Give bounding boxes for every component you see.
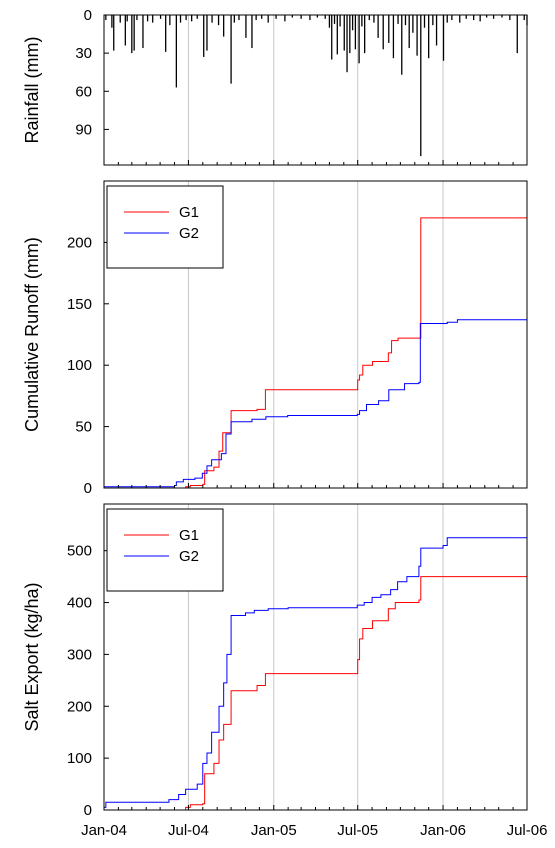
series-line-g2 xyxy=(104,319,527,488)
plot-frame xyxy=(103,14,528,166)
legend-label-g2: G2 xyxy=(179,548,199,565)
y-tick-label: 300 xyxy=(67,646,92,663)
y-tick-label: 100 xyxy=(67,750,92,767)
legend-box xyxy=(106,508,224,592)
y-axis-label: Cumulative Runoff (mm) xyxy=(22,237,42,432)
series-line-g2 xyxy=(104,537,527,808)
series-line-g1 xyxy=(104,217,527,489)
y-tick-label: 150 xyxy=(67,296,92,313)
y-axis-label: Salt Export (kg/ha) xyxy=(22,582,42,731)
x-tick-label: Jul-05 xyxy=(337,822,378,839)
y-tick-label: 400 xyxy=(67,595,92,612)
series-line-g1 xyxy=(104,576,527,811)
x-tick-label: Jul-06 xyxy=(507,822,548,839)
y-tick-label: 90 xyxy=(75,121,92,138)
y-tick-label: 30 xyxy=(75,45,92,62)
x-tick-label: Jan-05 xyxy=(251,822,297,839)
x-tick-label: Jul-04 xyxy=(168,822,209,839)
y-tick-label: 60 xyxy=(75,83,92,100)
y-tick-label: 0 xyxy=(84,7,92,24)
legend-label-g1: G1 xyxy=(179,204,199,221)
y-axis-label: Rainfall (mm) xyxy=(22,36,42,143)
chart-panel-2: 0 50 100 150 200 Cumulative Runoff (mm) G1 G2 xyxy=(22,180,528,497)
chart-panel-3: 0 100 200 300 400 500 Salt Export (kg/ha) G1 G2 xyxy=(22,503,528,819)
legend-label-g2: G2 xyxy=(179,225,199,242)
x-tick-label: Jan-04 xyxy=(81,822,127,839)
y-tick-label: 200 xyxy=(67,698,92,715)
y-tick-label: 500 xyxy=(67,543,92,560)
y-tick-label: 0 xyxy=(84,480,92,497)
x-tick-label: Jan-06 xyxy=(420,822,466,839)
legend-label-g1: G1 xyxy=(179,527,199,544)
y-tick-label: 0 xyxy=(84,802,92,819)
y-tick-label: 200 xyxy=(67,234,92,251)
y-tick-label: 100 xyxy=(67,357,92,374)
y-tick-label: 50 xyxy=(75,419,92,436)
chart-panel-1: 0 30 60 90 Rainfall (mm) xyxy=(22,7,528,166)
legend-box xyxy=(106,185,224,269)
